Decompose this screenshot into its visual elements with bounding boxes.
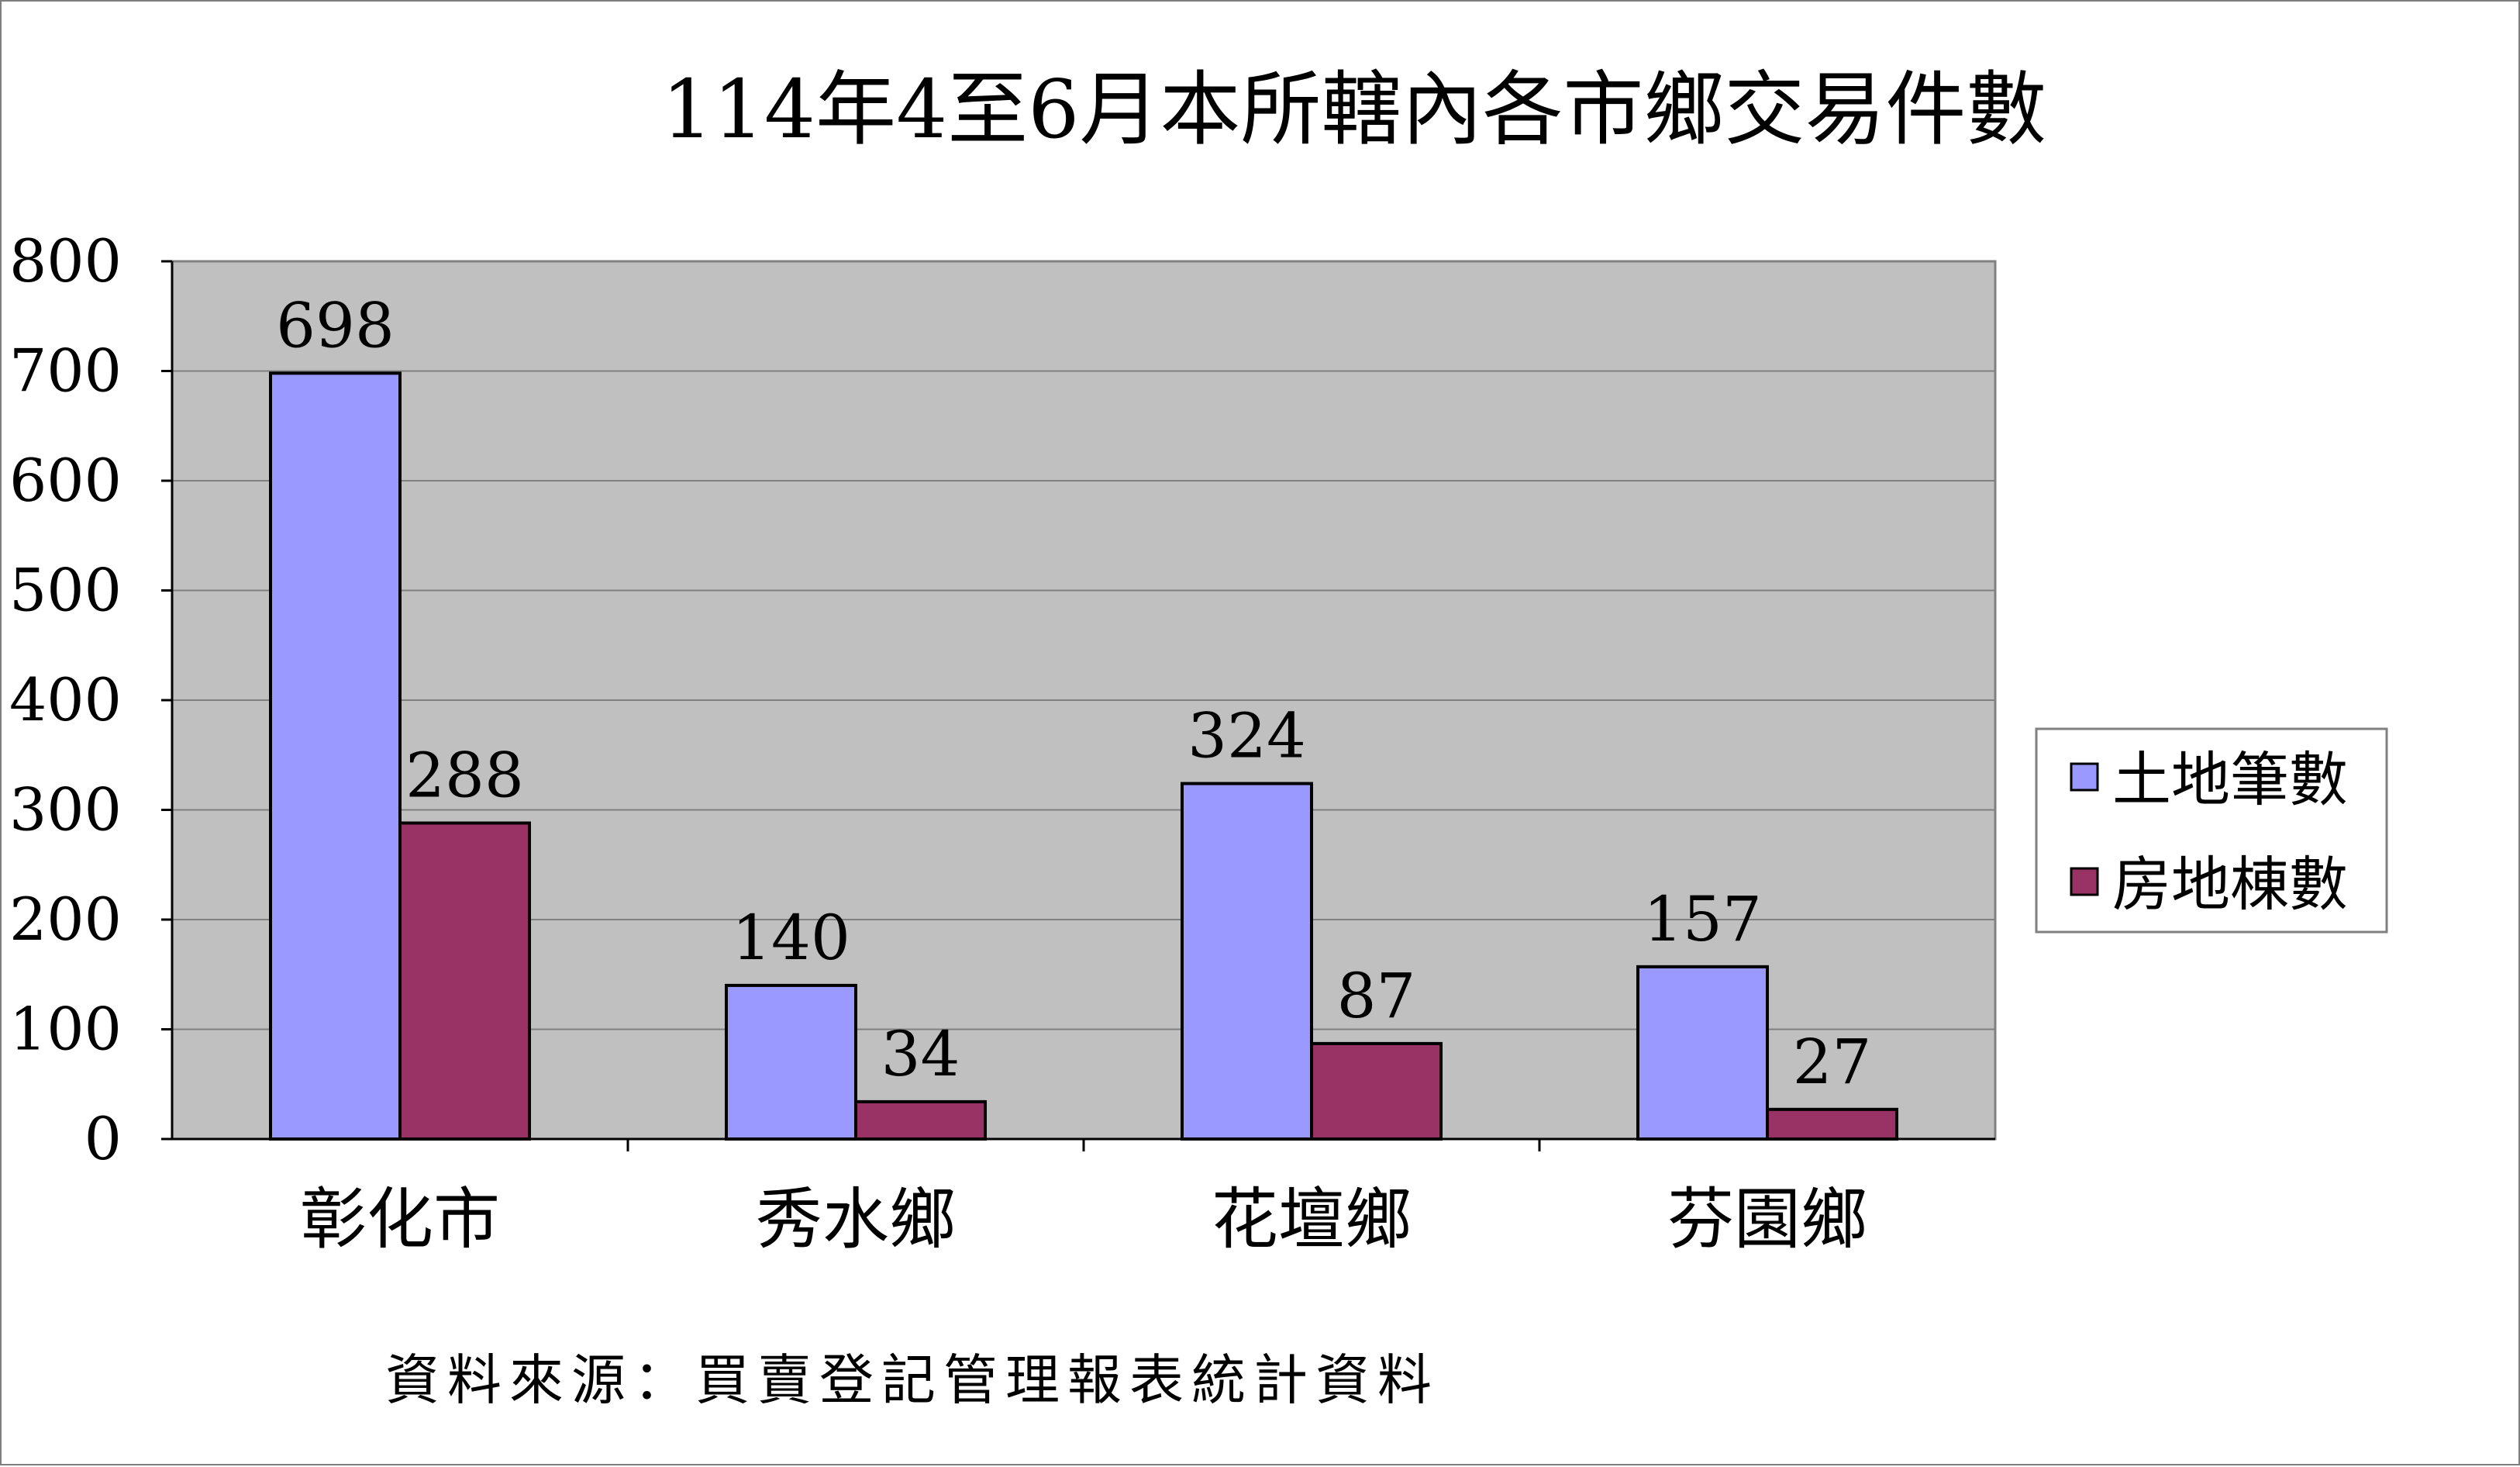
bar-land [1181,782,1313,1141]
data-label: 157 [1643,883,1762,955]
legend-label-building: 房地棟數 [2112,850,2348,919]
bar-land [269,371,402,1141]
x-category-label: 秀水鄉 [756,1181,956,1258]
bar-land [1636,965,1769,1141]
axes: 0 100 200 300 400 500 600 700 800 彰化市 秀水鄉 花壇鄉 芬園鄉 [9,226,1995,1258]
data-label: 324 [1188,700,1306,772]
y-tick-label: 300 [9,775,122,844]
bar-building [1310,1041,1443,1141]
x-category-label: 彰化市 [300,1181,500,1258]
data-label: 27 [1793,1026,1872,1098]
data-label: 288 [405,739,524,811]
y-tick-label: 800 [9,226,122,295]
bars [269,371,1898,1141]
bar-building [854,1099,987,1141]
legend-swatch-land [2070,762,2099,792]
y-tick-label: 700 [9,337,122,406]
y-tick-label: 100 [9,995,122,1064]
bar-building [1766,1107,1898,1141]
y-tick-label: 0 [84,1104,122,1173]
bar-land [725,983,857,1141]
data-labels: 698 288 140 34 324 87 157 27 [276,289,1871,1097]
y-tick-label: 400 [9,665,122,734]
legend-swatch-building [2070,867,2099,896]
y-tick-label: 200 [9,885,122,954]
legend-label-land: 土地筆數 [2112,745,2348,814]
data-label: 140 [732,902,850,974]
x-category-label: 芬園鄉 [1667,1181,1867,1258]
bar-building [398,821,531,1141]
chart-title: 114年4至6月本所轄內各市鄉交易件數 [662,62,2047,157]
data-label: 698 [276,289,395,361]
x-category-label: 花壇鄉 [1212,1181,1412,1258]
legend: 土地筆數 房地棟數 [2035,727,2388,934]
y-tick-label: 500 [9,556,122,625]
data-label: 34 [881,1018,960,1090]
source-note: 資料來源：買賣登記管理報表統計資料 [385,1348,1439,1412]
data-label: 87 [1337,960,1416,1032]
y-tick-label: 600 [9,446,122,515]
